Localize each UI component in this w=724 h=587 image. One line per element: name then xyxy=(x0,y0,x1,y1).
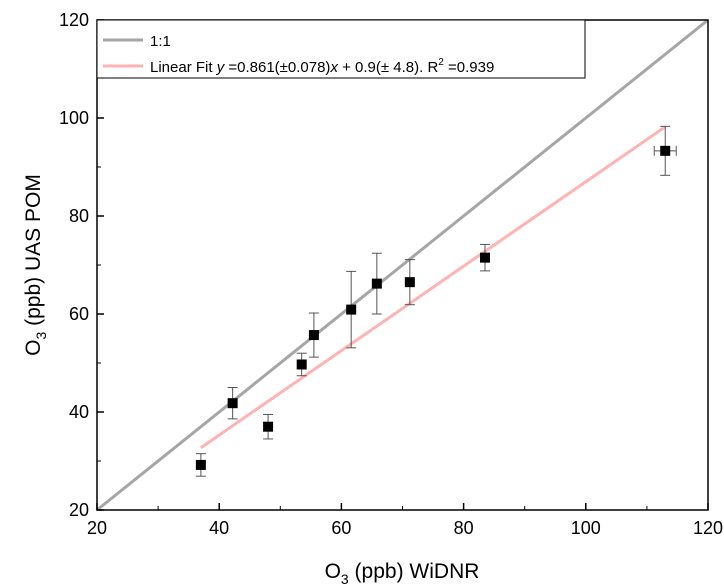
y-tick-label-0: 20 xyxy=(69,500,89,520)
y-tick-label-2: 60 xyxy=(69,304,89,324)
data-point-6 xyxy=(371,278,382,289)
fit-y-var: y xyxy=(216,59,226,76)
data-point-4 xyxy=(308,330,319,341)
series-line-1 xyxy=(200,125,667,450)
data-point-0 xyxy=(195,459,206,470)
y-axis-ticks: 20 40 60 80 100 120 xyxy=(59,10,104,520)
fit-prefix: Linear Fit xyxy=(150,59,217,76)
x-tick-label-2: 60 xyxy=(331,518,351,538)
y-tick-label-1: 40 xyxy=(69,402,89,422)
fit-slope: =0.861(±0.078) xyxy=(224,59,330,76)
data-point-7 xyxy=(404,277,415,288)
fit-x-var: x xyxy=(329,59,338,76)
legend-label-linear-fit: Linear Fit y =0.861(±0.078)x + 0.9(± 4.8… xyxy=(150,57,494,76)
x-axis-ticks: 20 40 60 80 100 120 xyxy=(87,503,723,538)
fit-r2-value: =0.939 xyxy=(444,59,494,76)
series-line-0 xyxy=(97,20,708,510)
x-tick-label-5: 120 xyxy=(693,518,723,538)
data-points xyxy=(195,145,671,470)
y-tick-label-4: 100 xyxy=(59,108,89,128)
data-point-3 xyxy=(296,359,307,370)
x-tick-label-4: 100 xyxy=(571,518,601,538)
x-axis-title: O3 (ppb) WiDNR xyxy=(325,560,480,587)
y-tick-label-5: 120 xyxy=(59,10,89,30)
fit-intercept: + 0.9(± 4.8). R xyxy=(338,59,439,76)
series-lines xyxy=(97,20,708,510)
fit-r2-sup: 2 xyxy=(438,57,444,68)
data-point-2 xyxy=(263,421,274,432)
legend-box xyxy=(96,19,586,79)
data-point-9 xyxy=(660,145,671,156)
legend: 1:1 Linear Fit y =0.861(±0.078)x + 0.9(±… xyxy=(96,19,586,79)
y-axis-title: O3 (ppb) UAS POM xyxy=(22,174,49,356)
x-tick-label-3: 80 xyxy=(454,518,474,538)
data-point-5 xyxy=(346,304,357,315)
data-point-8 xyxy=(479,252,490,263)
x-tick-label-0: 20 xyxy=(87,518,107,538)
data-point-1 xyxy=(227,398,238,409)
legend-label-1to1: 1:1 xyxy=(150,33,171,50)
y-tick-label-3: 80 xyxy=(69,206,89,226)
x-tick-label-1: 40 xyxy=(209,518,229,538)
